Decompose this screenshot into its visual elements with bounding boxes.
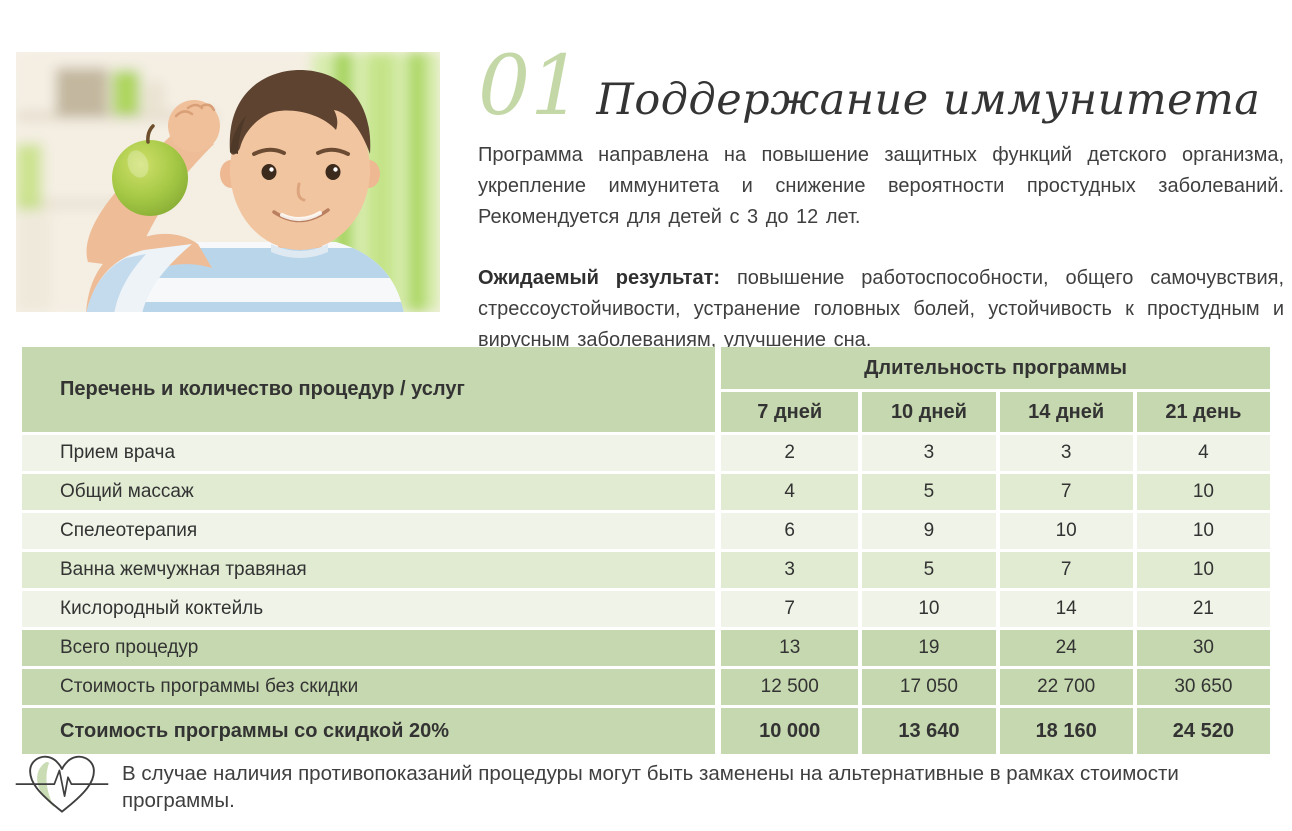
column-header-21-days: 21 день [1132,392,1270,432]
value-cell: 10 [1132,513,1270,549]
value-cell: 17 050 [858,669,996,705]
value-cell: 3 [721,552,859,588]
value-cell: 30 650 [1132,669,1270,705]
column-header-14-days: 14 дней [995,392,1133,432]
value-cell: 4 [1132,435,1270,471]
value-cell: 13 [721,630,859,666]
column-header-7-days: 7 дней [721,392,859,432]
intro-section: 01 Поддержание иммунитета Программа напр… [478,39,1284,356]
value-cell: 30 [1132,630,1270,666]
procedures-column-header: Перечень и количество процедур / услуг [22,347,722,432]
expected-result-label: Ожидаемый результат: [478,266,721,289]
value-cell: 24 [995,630,1133,666]
table-row: Спелеотерапия 6 9 10 10 [22,513,1270,549]
value-cell: 6 [721,513,859,549]
value-cell: 13 640 [858,708,996,754]
section-number: 01 [478,39,583,134]
procedure-name-cell: Стоимость программы без скидки [22,669,722,705]
expected-result-text: повышение работоспособности, общего само… [478,266,1284,351]
table-row-price-discount: Стоимость программы со скидкой 20% 10 00… [22,708,1270,754]
page-title: Поддержание иммунитета [596,75,1261,125]
value-cell: 12 500 [721,669,859,705]
value-cell: 5 [858,552,996,588]
boy-figure [86,70,404,312]
program-description: Программа направлена на повышение защитн… [478,143,1284,228]
duration-header: Длительность программы [721,347,1270,389]
procedure-name-cell: Всего процедур [22,630,722,666]
value-cell: 10 000 [721,708,859,754]
table-header-row-2: 7 дней 10 дней 14 дней 21 день [22,392,1270,432]
value-cell: 10 [1132,552,1270,588]
value-cell: 4 [721,474,859,510]
value-cell: 10 [995,513,1133,549]
value-cell: 10 [1132,474,1270,510]
value-cell: 18 160 [995,708,1133,754]
value-cell: 7 [995,474,1133,510]
table-header-row-1: Перечень и количество процедур / услуг Д… [22,347,1270,432]
value-cell: 7 [995,552,1133,588]
photo-illustration [16,52,440,312]
procedure-name-cell: Прием врача [22,435,722,471]
value-cell: 14 [995,591,1133,627]
procedure-name-cell: Ванна жемчужная травяная [22,552,722,588]
table-row: Общий массаж 4 5 7 10 [22,474,1270,510]
value-cell: 2 [721,435,859,471]
title-row: 01 Поддержание иммунитета [478,39,1284,134]
value-cell: 3 [995,435,1133,471]
table-row: Ванна жемчужная травяная 3 5 7 10 [22,552,1270,588]
procedure-name-cell: Спелеотерапия [22,513,722,549]
column-header-10-days: 10 дней [858,392,996,432]
table-row-price-full: Стоимость программы без скидки 12 500 17… [22,669,1270,705]
table-row-total-procedures: Всего процедур 13 19 24 30 [22,630,1270,666]
heart-ekg-icon [14,748,110,827]
green-apple [112,124,188,216]
value-cell: 24 520 [1132,708,1270,754]
footer-note: В случае наличия противопоказаний процед… [14,748,1280,827]
photo-boy-with-apple [16,52,440,312]
value-cell: 10 [858,591,996,627]
procedure-name-cell: Стоимость программы со скидкой 20% [22,708,722,754]
table-row: Прием врача 2 3 3 4 [22,435,1270,471]
value-cell: 7 [721,591,859,627]
procedure-name-cell: Кислородный коктейль [22,591,722,627]
value-cell: 5 [858,474,996,510]
procedure-name-cell: Общий массаж [22,474,722,510]
value-cell: 22 700 [995,669,1133,705]
value-cell: 19 [858,630,996,666]
footer-note-text: В случае наличия противопоказаний процед… [122,761,1179,812]
value-cell: 21 [1132,591,1270,627]
expected-result-paragraph: Ожидаемый результат: повышение работоспо… [478,263,1284,356]
value-cell: 9 [858,513,996,549]
value-cell: 3 [858,435,996,471]
table-row: Кислородный коктейль 7 10 14 21 [22,591,1270,627]
program-table: Перечень и количество процедур / услуг Д… [22,344,1270,757]
